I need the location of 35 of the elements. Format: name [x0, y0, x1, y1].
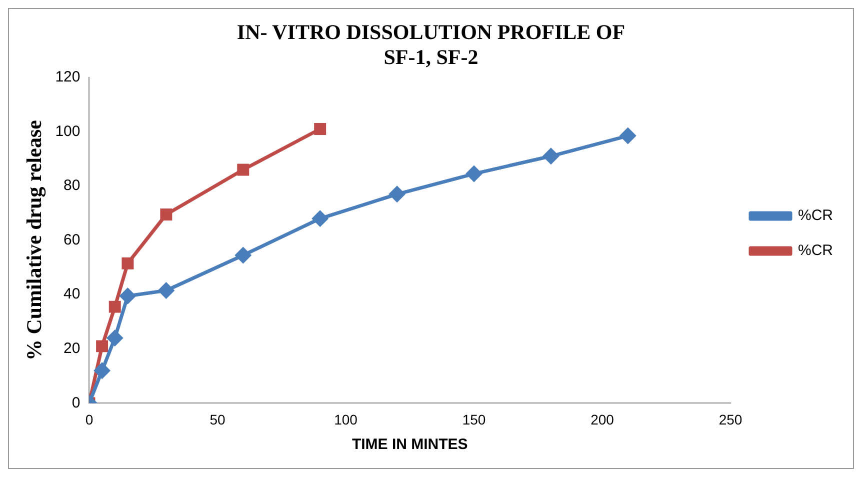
point — [620, 128, 636, 144]
y-axis-title: % Cumilative drug release — [22, 120, 46, 361]
x-tick-label: 100 — [334, 411, 358, 428]
point — [314, 122, 326, 135]
y-tick-label: 0 — [72, 394, 80, 412]
x-tick-label: 50 — [210, 411, 226, 428]
x-tick-label: 250 — [718, 411, 742, 428]
point — [158, 282, 174, 298]
y-tick-label: 80 — [64, 177, 80, 194]
x-tick-label: 200 — [590, 411, 614, 428]
y-tick-label: 100 — [55, 122, 80, 140]
y-tick-label: 120 — [55, 68, 80, 86]
point — [543, 148, 559, 164]
point — [312, 210, 328, 226]
y-tick-label: 60 — [64, 231, 80, 248]
point — [94, 362, 110, 378]
y-tick-label: 40 — [64, 286, 80, 303]
point — [108, 300, 121, 313]
point — [122, 257, 134, 270]
point — [389, 186, 405, 202]
point — [96, 340, 108, 352]
point — [235, 247, 251, 263]
legend-label: %CR — [798, 207, 834, 224]
point — [466, 166, 482, 182]
point — [107, 330, 123, 346]
point — [120, 288, 136, 304]
point — [237, 164, 250, 176]
y-tick-label: 20 — [64, 340, 80, 358]
text: IN- VITRO DISSOLUTION PROFILE OF — [236, 20, 626, 44]
text: SF-1, SF-2 — [384, 45, 478, 70]
x-tick-label: 0 — [85, 411, 94, 428]
legend-label: %CR — [798, 242, 834, 260]
x-tick-label: 150 — [462, 411, 486, 428]
x-axis-title: TIME IN MINTES — [352, 436, 468, 454]
point — [160, 208, 172, 220]
